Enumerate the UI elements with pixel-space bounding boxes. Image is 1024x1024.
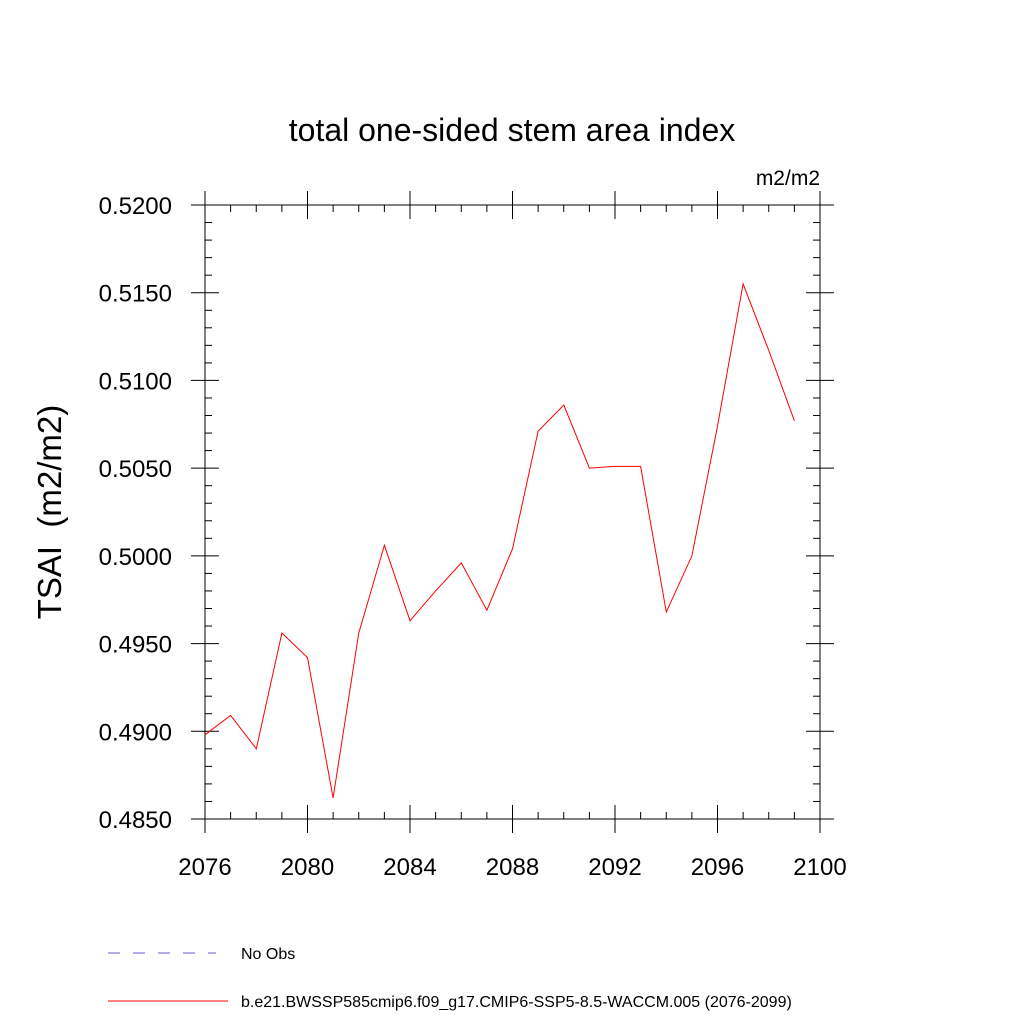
chart-title: total one-sided stem area index: [289, 112, 735, 148]
y-tick-label: 0.5100: [99, 368, 172, 395]
x-tick-label: 2080: [281, 854, 334, 881]
y-tick-label: 0.5200: [99, 193, 172, 220]
y-tick-label: 0.4950: [99, 632, 172, 659]
y-axis-label: TSAI (m2/m2): [31, 405, 68, 620]
y-tick-label: 0.4850: [99, 807, 172, 834]
series-layer: [204, 282, 795, 798]
y-tick-label: 0.5000: [99, 544, 172, 571]
units-label: m2/m2: [756, 167, 820, 190]
x-tick-label: 2076: [178, 854, 231, 881]
y-tick-label: 0.5050: [99, 456, 172, 483]
y-axis-ticks: 0.4850 0.4900 0.4950 0.5000 0.5050 0.5100 0.51…: [99, 193, 834, 834]
x-axis-ticks: 2076 2080 2084 2088 2092 2096 2100: [178, 191, 847, 881]
x-tick-label: 2088: [486, 854, 539, 881]
legend-label: b.e21.BWSSP585cmip6.f09_g17.CMIP6-SSP5-8…: [241, 994, 792, 1011]
legend: No Obs b.e21.BWSSP585cmip6.f09_g17.CMIP6-…: [108, 946, 792, 1011]
series-line: [204, 282, 795, 798]
plot-frame: [204, 204, 821, 820]
legend-label: No Obs: [241, 946, 295, 963]
x-tick-label: 2096: [691, 854, 744, 881]
x-tick-label: 2084: [383, 854, 436, 881]
y-tick-label: 0.4900: [99, 719, 172, 746]
x-tick-label: 2092: [588, 854, 641, 881]
y-tick-label: 0.5150: [99, 281, 172, 308]
plot-border: [204, 204, 821, 820]
minor-ticks: [205, 205, 820, 819]
x-tick-label: 2100: [793, 854, 846, 881]
